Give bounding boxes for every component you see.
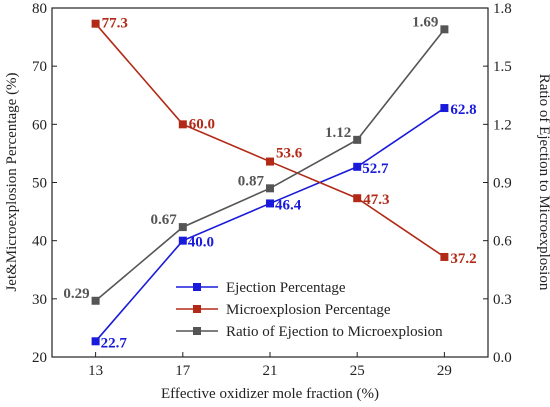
- x-axis-title: Effective oxidizer mole fraction (%): [161, 386, 379, 402]
- left-tick-label: 60: [32, 117, 47, 133]
- series-marker-0: [178, 236, 187, 245]
- data-label-2: 0.29: [63, 286, 89, 302]
- data-label-0: 46.4: [275, 197, 302, 213]
- right-tick-label: 1.8: [493, 1, 512, 17]
- series-marker-0: [353, 162, 362, 171]
- series-marker-2: [178, 223, 187, 232]
- series-marker-1: [178, 120, 187, 129]
- data-label-1: 60.0: [189, 116, 215, 132]
- series-marker-1: [440, 252, 449, 261]
- legend-label-2: Ratio of Ejection to Microexplosion: [226, 324, 443, 340]
- x-tick-label: 13: [88, 363, 103, 379]
- data-label-2: 0.67: [151, 212, 178, 228]
- legend-marker-2: [193, 327, 201, 335]
- x-tick-label: 21: [263, 363, 278, 379]
- series-marker-2: [266, 184, 274, 193]
- legend: Ejection Percentage Microexplosion Percen…: [176, 280, 443, 340]
- left-tick-label: 50: [32, 176, 47, 192]
- right-tick-label: 1.5: [493, 59, 512, 75]
- series-marker-1: [91, 19, 100, 28]
- x-tick-label: 29: [437, 363, 452, 379]
- data-label-0: 40.0: [188, 235, 214, 251]
- legend-label-0: Ejection Percentage: [226, 280, 346, 296]
- series-marker-1: [353, 194, 362, 203]
- legend-label-1: Microexplosion Percentage: [226, 302, 391, 318]
- right-tick-label: 0.3: [493, 292, 512, 308]
- left-tick-label: 30: [32, 292, 47, 308]
- data-label-0: 52.7: [362, 161, 389, 177]
- legend-marker-0: [193, 283, 201, 291]
- data-label-2: 0.87: [238, 173, 265, 189]
- left-tick-label: 40: [32, 234, 47, 250]
- left-axis-ticks: 20 30 40 50 60 70 80: [32, 1, 57, 366]
- right-tick-label: 0.6: [493, 234, 512, 250]
- data-labels-layer: 22.7 40.0 46.4 52.7 62.8 77.3 60.0 53.6 47.3 37.2…: [63, 14, 476, 351]
- x-tick-label: 25: [350, 363, 365, 379]
- right-tick-label: 1.2: [493, 117, 512, 133]
- series-marker-0: [266, 199, 274, 208]
- series-line-1: [94, 23, 445, 258]
- series-layer: [91, 19, 449, 346]
- x-axis-ticks: 13 17 21 25 29: [88, 352, 452, 379]
- series-marker-0: [440, 104, 449, 113]
- left-tick-label: 70: [32, 59, 47, 75]
- data-label-2: 1.69: [412, 14, 438, 30]
- series-marker-2: [353, 135, 362, 144]
- right-tick-label: 0.0: [493, 350, 512, 366]
- left-tick-label: 20: [32, 350, 47, 366]
- left-tick-label: 80: [32, 1, 47, 17]
- x-tick-label: 17: [175, 363, 191, 379]
- series-marker-2: [440, 25, 449, 34]
- left-axis-title: Jet&Microexplosion Percentage (%): [4, 72, 20, 291]
- legend-marker-1: [193, 305, 201, 313]
- data-label-2: 1.12: [325, 125, 351, 141]
- data-label-1: 53.6: [276, 146, 303, 162]
- data-label-1: 37.2: [450, 251, 476, 267]
- right-axis-ticks: 0.0 0.3 0.6 0.9 1.2 1.5 1.8: [483, 1, 512, 366]
- right-axis-title: Ratio of Ejection to Microexplosion: [536, 74, 550, 291]
- series-marker-0: [91, 337, 100, 346]
- data-label-1: 77.3: [102, 16, 128, 32]
- series-marker-2: [91, 296, 100, 305]
- data-label-1: 47.3: [363, 192, 389, 208]
- data-label-0: 22.7: [101, 335, 128, 351]
- right-tick-label: 0.9: [493, 176, 512, 192]
- series-marker-1: [266, 157, 274, 166]
- data-label-0: 62.8: [450, 102, 476, 118]
